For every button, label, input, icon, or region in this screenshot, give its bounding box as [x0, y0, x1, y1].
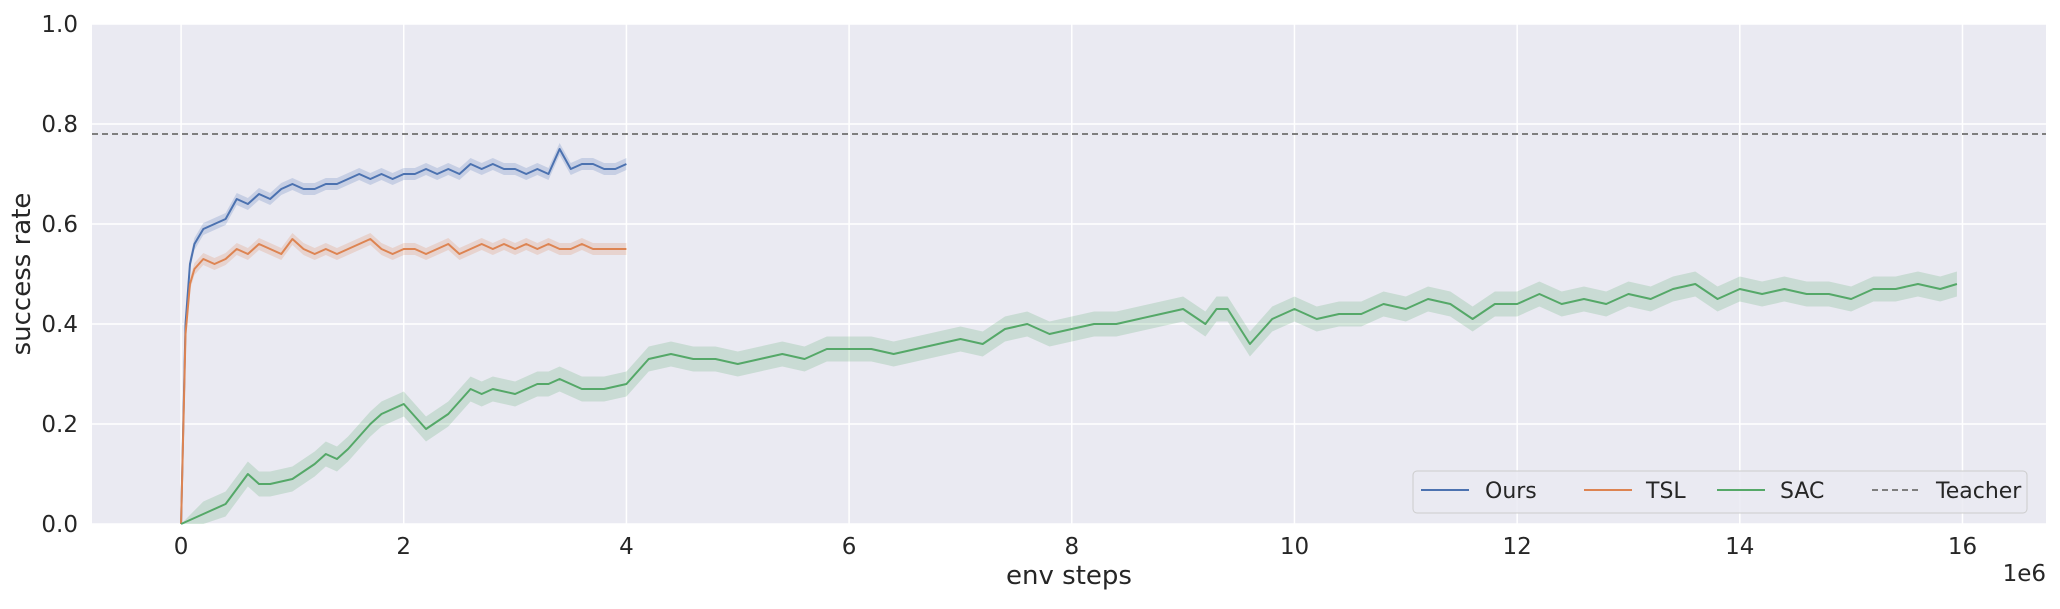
x-tick-label: 12: [1502, 534, 1531, 560]
legend-label-ours: Ours: [1485, 479, 1537, 504]
tsl-confidence-band: [181, 233, 627, 524]
x-tick-label: 8: [1064, 534, 1079, 560]
y-tick-label: 0.0: [41, 512, 78, 538]
legend: Ours TSL SAC Teacher: [1412, 470, 2028, 514]
tsl-series-line: [180, 238, 627, 525]
legend-box: [1412, 470, 2028, 514]
x-axis-title: env steps: [1006, 561, 1132, 591]
tick-labels: 0 2 4 6 8 10 12 14 16 0.0 0.2 0.4 0.6 0.8 1.0: [41, 12, 1977, 560]
grid-lines: [92, 23, 2046, 525]
x-tick-label: 10: [1280, 534, 1309, 560]
y-axis-title: success rate: [7, 193, 37, 356]
x-tick-label: 0: [174, 534, 189, 560]
y-tick-label: 1.0: [41, 12, 78, 38]
x-tick-label: 14: [1725, 534, 1754, 560]
y-tick-label: 0.6: [41, 212, 78, 238]
x-tick-label: 16: [1948, 534, 1977, 560]
x-tick-label: 2: [396, 534, 411, 560]
sac-confidence-band: [181, 271, 1957, 524]
legend-label-teacher: Teacher: [1935, 479, 2022, 504]
series-lines: [92, 133, 2046, 525]
x-axis-offset-label: 1e6: [2003, 561, 2046, 587]
legend-label-tsl: TSL: [1645, 479, 1686, 504]
x-tick-label: 6: [842, 534, 857, 560]
y-tick-label: 0.2: [41, 412, 78, 438]
x-tick-label: 4: [619, 534, 634, 560]
sac-series-line: [180, 283, 1958, 525]
confidence-bands: [181, 143, 1957, 524]
ours-series-line: [180, 148, 627, 525]
plot-background: [92, 24, 2046, 524]
y-tick-label: 0.4: [41, 312, 78, 338]
legend-label-sac: SAC: [1780, 479, 1824, 504]
y-tick-label: 0.8: [41, 112, 78, 138]
